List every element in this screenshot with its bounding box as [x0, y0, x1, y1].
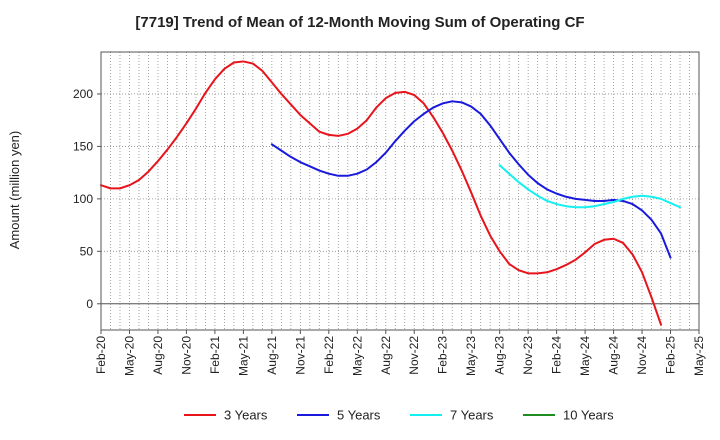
x-tick-label: May-25 — [692, 336, 706, 376]
y-ticks: 0 50 100 150 200 — [73, 87, 101, 311]
y-axis-label: Amount (million yen) — [7, 131, 22, 250]
x-tick-label: Aug-20 — [151, 336, 165, 375]
x-tick-label: Aug-23 — [493, 336, 507, 375]
x-tick-label: Feb-23 — [436, 336, 450, 374]
x-tick-label: Feb-20 — [94, 336, 108, 374]
x-tick-label: May-22 — [350, 336, 364, 376]
plot-area — [101, 52, 699, 330]
x-tick-label: Feb-24 — [550, 336, 564, 374]
x-tick-label: Nov-20 — [179, 336, 193, 375]
y-tick-label: 200 — [73, 87, 93, 101]
x-tick-label: May-20 — [122, 336, 136, 376]
series-line-7-years — [498, 164, 682, 209]
x-tick-label: May-24 — [578, 336, 592, 376]
legend: 3 Years 5 Years 7 Years 10 Years — [184, 408, 614, 423]
legend-label-3-years: 3 Years — [224, 408, 268, 423]
x-tick-label: May-21 — [236, 336, 250, 376]
x-ticks: Feb-20 May-20 Aug-20 Nov-20 Feb-21 May-21 Aug-… — [94, 330, 706, 376]
x-tick-label: Nov-24 — [635, 336, 649, 375]
plot-frame — [100, 51, 700, 331]
y-tick-label: 50 — [80, 244, 94, 258]
x-tick-label: May-23 — [464, 336, 478, 376]
x-tick-label: Aug-22 — [379, 336, 393, 375]
x-tick-label: Feb-21 — [208, 336, 222, 374]
x-tick-label: Aug-24 — [607, 336, 621, 375]
legend-label-10-years: 10 Years — [563, 408, 614, 423]
y-tick-label: 150 — [73, 139, 93, 153]
x-tick-label: Feb-25 — [664, 336, 678, 374]
series-line-3-years — [100, 60, 663, 326]
legend-label-5-years: 5 Years — [337, 408, 381, 423]
y-tick-label: 0 — [86, 297, 93, 311]
chart-title: [7719] Trend of Mean of 12-Month Moving … — [135, 14, 584, 31]
x-tick-label: Aug-21 — [265, 336, 279, 375]
y-tick-label: 100 — [73, 192, 93, 206]
series-line-5-years — [270, 100, 672, 259]
x-tick-label: Nov-23 — [521, 336, 535, 375]
x-tick-label: Feb-22 — [322, 336, 336, 374]
series-group — [100, 60, 682, 326]
x-tick-label: Nov-21 — [293, 336, 307, 375]
x-tick-label: Nov-22 — [407, 336, 421, 375]
grid — [100, 52, 700, 330]
legend-label-7-years: 7 Years — [450, 408, 494, 423]
